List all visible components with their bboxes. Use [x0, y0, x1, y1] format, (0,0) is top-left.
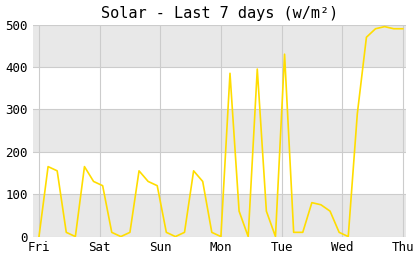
Bar [33, 109, 406, 152]
Title: Solar - Last 7 days (w/m²): Solar - Last 7 days (w/m²) [101, 5, 338, 21]
Bar [33, 24, 406, 67]
Bar [33, 194, 406, 237]
